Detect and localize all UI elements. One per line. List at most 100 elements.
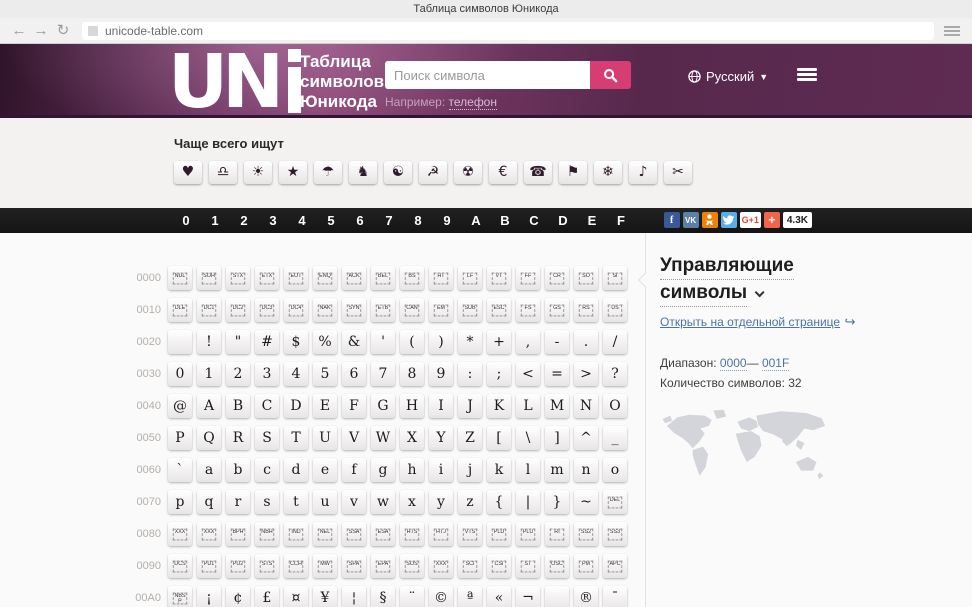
char-cell[interactable]: ( [400, 330, 424, 354]
char-cell[interactable]: $ [284, 330, 308, 354]
char-cell[interactable]: RI [545, 522, 569, 546]
char-cell[interactable]: 5 [313, 362, 337, 386]
char-cell[interactable]: g [371, 458, 395, 482]
char-cell[interactable]: § [371, 586, 395, 607]
char-cell[interactable]: ESA [371, 522, 395, 546]
char-cell[interactable]: ^ [574, 426, 598, 450]
char-cell[interactable]: SPA [342, 554, 366, 578]
char-cell[interactable]: GS [545, 298, 569, 322]
euro-icon[interactable]: € [489, 161, 517, 184]
char-cell[interactable]: | [516, 490, 540, 514]
char-cell[interactable]: XXX [168, 522, 192, 546]
char-cell[interactable]: DLE [168, 298, 192, 322]
char-cell[interactable]: 7 [371, 362, 395, 386]
umbrella-icon[interactable]: ☂ [314, 161, 342, 184]
char-cell[interactable]: L [516, 394, 540, 418]
odnoklassniki-icon[interactable] [701, 212, 718, 228]
char-cell[interactable]: o [603, 458, 627, 482]
char-cell[interactable]: p [168, 490, 192, 514]
char-cell[interactable]: ® [574, 586, 598, 607]
char-cell[interactable]: NBH [255, 522, 279, 546]
char-cell[interactable]: EOT [284, 266, 308, 290]
music-note-icon[interactable]: ♪ [629, 161, 657, 184]
vk-icon[interactable]: VK [682, 212, 699, 228]
char-cell[interactable]: = [545, 362, 569, 386]
char-cell[interactable]: h [400, 458, 424, 482]
char-cell[interactable]: f [342, 458, 366, 482]
hex-digit-link[interactable]: A [471, 213, 481, 228]
heart-icon[interactable]: ♥ [174, 161, 202, 184]
gplus-icon[interactable]: G+1 [739, 212, 761, 228]
char-cell[interactable]: DC4 [284, 298, 308, 322]
char-cell[interactable]: z [458, 490, 482, 514]
facebook-icon[interactable]: f [663, 212, 680, 228]
char-cell[interactable]: : [458, 362, 482, 386]
char-cell[interactable]: 9 [429, 362, 453, 386]
char-cell[interactable]: BS [400, 266, 424, 290]
hex-digit-link[interactable]: 0 [182, 213, 190, 228]
char-cell[interactable]: ST [516, 554, 540, 578]
char-cell[interactable]: [ [487, 426, 511, 450]
char-cell[interactable]: SYN [342, 298, 366, 322]
hex-digit-link[interactable]: 4 [298, 213, 306, 228]
char-cell[interactable]: DC1 [197, 298, 221, 322]
hex-digit-link[interactable]: 2 [240, 213, 248, 228]
char-cell[interactable]: - [545, 330, 569, 354]
hex-digit-link[interactable]: 1 [211, 213, 219, 228]
char-cell[interactable]: 3 [255, 362, 279, 386]
char-cell[interactable]: RS [574, 298, 598, 322]
char-cell[interactable]: NAK [313, 298, 337, 322]
hex-digit-link[interactable]: C [529, 213, 539, 228]
char-cell[interactable]: > [574, 362, 598, 386]
snowflake-icon[interactable]: ❄ [594, 161, 622, 184]
char-cell[interactable]: SI [603, 266, 627, 290]
scissors-icon[interactable]: ✂ [664, 161, 692, 184]
char-cell[interactable]: e [313, 458, 337, 482]
char-cell[interactable]: 6 [342, 362, 366, 386]
char-cell[interactable]: G [371, 394, 395, 418]
char-cell[interactable]: STS [255, 554, 279, 578]
char-cell[interactable]: u [313, 490, 337, 514]
char-cell[interactable]: Q [197, 426, 221, 450]
char-cell[interactable]: PLU [516, 522, 540, 546]
char-cell[interactable]: NBSP [168, 586, 192, 607]
star-icon[interactable]: ★ [279, 161, 307, 184]
char-cell[interactable]: DEL [603, 490, 627, 514]
char-cell[interactable]: SOH [197, 266, 221, 290]
char-cell[interactable]: © [429, 586, 453, 607]
char-cell[interactable]: X [400, 426, 424, 450]
char-cell[interactable]: U [313, 426, 337, 450]
char-cell[interactable]: v [342, 490, 366, 514]
char-cell[interactable]: 0 [168, 362, 192, 386]
char-cell[interactable]: A [197, 394, 221, 418]
char-cell[interactable]: Y [429, 426, 453, 450]
char-cell[interactable]: ¦ [342, 586, 366, 607]
char-cell[interactable]: ª [458, 586, 482, 607]
char-cell[interactable]: D [284, 394, 308, 418]
hex-digit-link[interactable]: D [558, 213, 568, 228]
char-cell[interactable]: t [284, 490, 308, 514]
char-cell[interactable]: SS3 [603, 522, 627, 546]
char-cell[interactable]: 1 [197, 362, 221, 386]
char-cell[interactable]: MW [313, 554, 337, 578]
char-cell[interactable]: SCI [458, 554, 482, 578]
chess-knight-icon[interactable]: ♞ [349, 161, 377, 184]
url-bar[interactable]: unicode-table.com [82, 21, 934, 40]
radioactive-icon[interactable]: ☢ [454, 161, 482, 184]
char-cell[interactable] [168, 330, 192, 354]
char-cell[interactable]: } [545, 490, 569, 514]
site-logo[interactable]: UN [168, 45, 302, 119]
char-cell[interactable]: S [255, 426, 279, 450]
char-cell[interactable]: ¯ [603, 586, 627, 607]
char-cell[interactable]: C [255, 394, 279, 418]
char-cell[interactable]: NEL [313, 522, 337, 546]
char-cell[interactable]: * [458, 330, 482, 354]
char-cell[interactable]: Z [458, 426, 482, 450]
char-cell[interactable]: ] [545, 426, 569, 450]
char-cell[interactable]: PM [574, 554, 598, 578]
char-cell[interactable]: ` [168, 458, 192, 482]
char-cell[interactable]: N [574, 394, 598, 418]
char-cell[interactable]: a [197, 458, 221, 482]
char-cell[interactable]: DC3 [255, 298, 279, 322]
hex-digit-link[interactable]: F [617, 213, 625, 228]
